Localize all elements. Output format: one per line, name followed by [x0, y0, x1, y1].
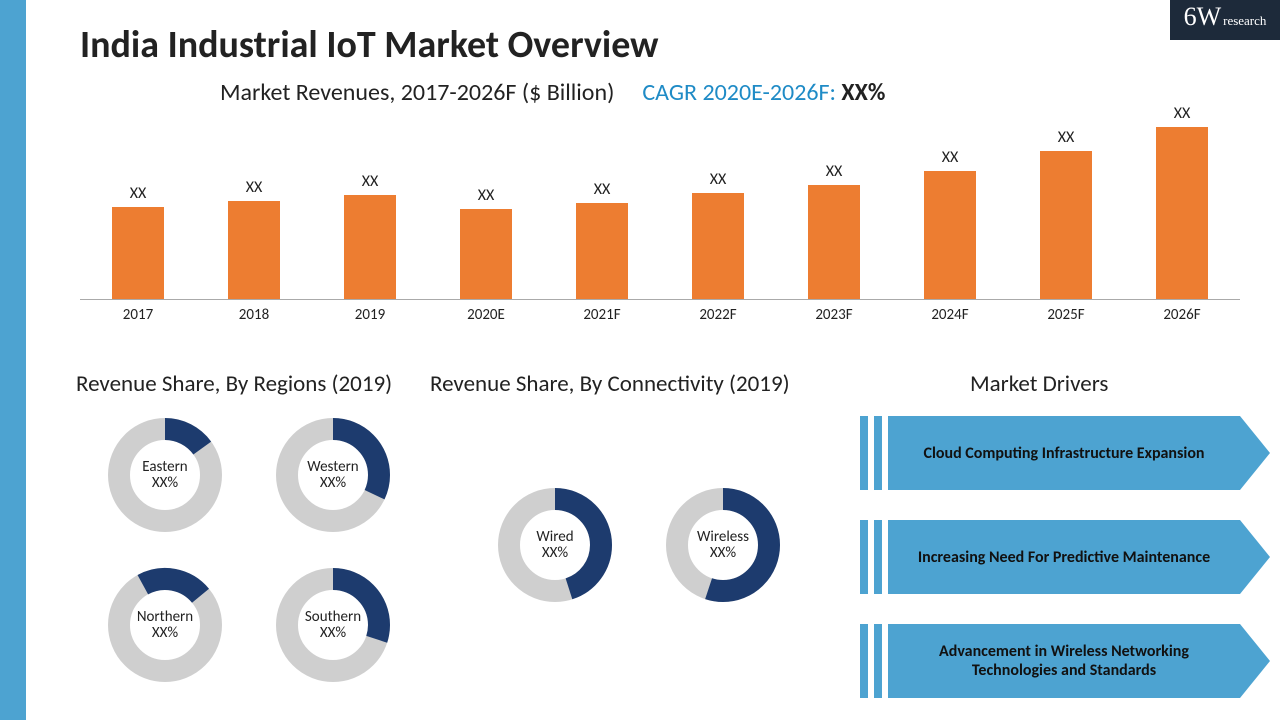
bar-category-label: 2018	[202, 306, 306, 324]
driver-item: Cloud Computing Infrastructure Expansion	[860, 416, 1270, 490]
bar-value-label: XX	[826, 162, 843, 181]
arrow-right-icon	[1240, 416, 1270, 490]
cagr-value: XX%	[841, 78, 885, 107]
bar-value-label: XX	[942, 148, 959, 167]
bar-category-label: 2025F	[1014, 306, 1118, 324]
left-accent-bar	[0, 0, 26, 720]
subtitle-row: Market Revenues, 2017-2026F ($ Billion) …	[220, 78, 885, 107]
bar-value-label: XX	[710, 170, 727, 189]
bar-value-label: XX	[130, 184, 147, 203]
market-drivers-list: Cloud Computing Infrastructure Expansion…	[860, 416, 1270, 728]
bar-slot: XX	[898, 148, 1002, 299]
bar-slot: XX	[550, 180, 654, 299]
bar-rect	[576, 203, 628, 299]
donut-western: WesternXX%	[268, 410, 398, 540]
bar-value-label: XX	[1174, 104, 1191, 123]
bar-rect	[460, 209, 512, 299]
driver-text: Increasing Need For Predictive Maintenan…	[918, 548, 1210, 567]
donut-wired: WiredXX%	[490, 480, 620, 610]
driver-stripe	[860, 624, 868, 698]
bar-rect	[692, 193, 744, 299]
arrow-right-icon	[1240, 520, 1270, 594]
bar-rect	[228, 201, 280, 299]
donut-center-label: WesternXX%	[268, 410, 398, 540]
bar-rect	[924, 171, 976, 299]
bar-category-label: 2026F	[1130, 306, 1234, 324]
logo-small: research	[1223, 13, 1266, 29]
bar-slot: XX	[1014, 128, 1118, 299]
cagr-label: CAGR 2020E-2026F:	[642, 78, 836, 107]
driver-stripe	[860, 416, 868, 490]
cagr-group: CAGR 2020E-2026F: XX%	[642, 78, 885, 107]
regions-heading: Revenue Share, By Regions (2019)	[76, 370, 392, 398]
donut-wireless: WirelessXX%	[658, 480, 788, 610]
bar-slot: XX	[434, 186, 538, 299]
driver-stripe	[874, 416, 882, 490]
donut-center-label: WiredXX%	[490, 480, 620, 610]
subtitle-main: Market Revenues, 2017-2026F ($ Billion)	[220, 78, 614, 107]
bar-slot: XX	[666, 170, 770, 299]
bar-value-label: XX	[478, 186, 495, 205]
logo-big: 6W	[1184, 2, 1222, 32]
revenue-bar-chart: XXXXXXXXXXXXXXXXXXXX 2017201820192020E20…	[80, 120, 1240, 340]
donut-eastern: EasternXX%	[100, 410, 230, 540]
bar-slot: XX	[318, 172, 422, 299]
bar-rect	[1040, 151, 1092, 299]
drivers-heading: Market Drivers	[970, 370, 1108, 398]
donut-center-label: WirelessXX%	[658, 480, 788, 610]
arrow-right-icon	[1240, 624, 1270, 698]
driver-stripe	[874, 624, 882, 698]
driver-stripe	[874, 520, 882, 594]
bar-slot: XX	[202, 178, 306, 299]
page-title: India Industrial IoT Market Overview	[80, 22, 658, 68]
bar-slot: XX	[86, 184, 190, 299]
connectivity-heading: Revenue Share, By Connectivity (2019)	[430, 370, 790, 398]
bar-value-label: XX	[1058, 128, 1075, 147]
bar-category-label: 2024F	[898, 306, 1002, 324]
bar-slot: XX	[782, 162, 886, 299]
bar-rect	[112, 207, 164, 299]
bar-slot: XX	[1130, 104, 1234, 299]
driver-item: Advancement in Wireless Networking Techn…	[860, 624, 1270, 698]
bar-category-label: 2022F	[666, 306, 770, 324]
bar-category-label: 2023F	[782, 306, 886, 324]
bar-value-label: XX	[362, 172, 379, 191]
donut-center-label: SouthernXX%	[268, 560, 398, 690]
donut-southern: SouthernXX%	[268, 560, 398, 690]
donut-center-label: NorthernXX%	[100, 560, 230, 690]
driver-item: Increasing Need For Predictive Maintenan…	[860, 520, 1270, 594]
brand-logo: 6W research	[1170, 0, 1280, 40]
driver-text: Advancement in Wireless Networking Techn…	[908, 642, 1220, 680]
donut-center-label: EasternXX%	[100, 410, 230, 540]
driver-stripe	[860, 520, 868, 594]
driver-text: Cloud Computing Infrastructure Expansion	[923, 444, 1204, 463]
bar-category-label: 2020E	[434, 306, 538, 324]
bar-rect	[344, 195, 396, 299]
bar-category-label: 2021F	[550, 306, 654, 324]
bar-category-label: 2019	[318, 306, 422, 324]
bar-value-label: XX	[594, 180, 611, 199]
donut-northern: NorthernXX%	[100, 560, 230, 690]
bar-rect	[808, 185, 860, 299]
bar-value-label: XX	[246, 178, 263, 197]
bar-category-label: 2017	[86, 306, 190, 324]
bar-rect	[1156, 127, 1208, 299]
